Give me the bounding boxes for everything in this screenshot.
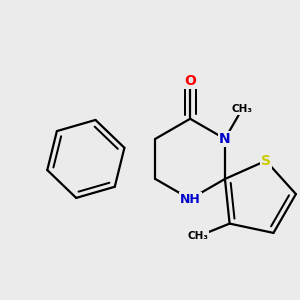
Text: CH₃: CH₃ [188, 231, 208, 242]
Text: O: O [184, 74, 196, 88]
Text: CH₃: CH₃ [232, 104, 253, 114]
Text: N: N [219, 132, 231, 146]
Text: NH: NH [180, 193, 200, 206]
Text: S: S [261, 154, 271, 168]
